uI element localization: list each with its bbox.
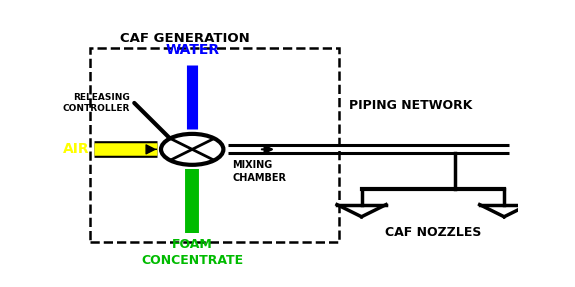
Text: RELEASING
CONTROLLER: RELEASING CONTROLLER [63,93,130,113]
Text: AIR: AIR [63,142,90,156]
Circle shape [161,134,224,165]
Text: WATER: WATER [165,42,219,57]
Text: PIPING NETWORK: PIPING NETWORK [349,99,472,112]
Text: FOAM
CONCENTRATE: FOAM CONCENTRATE [141,238,243,267]
Text: MIXING
CHAMBER: MIXING CHAMBER [232,160,286,183]
Text: CAF NOZZLES: CAF NOZZLES [385,226,481,238]
Text: CAF GENERATION: CAF GENERATION [120,32,250,46]
